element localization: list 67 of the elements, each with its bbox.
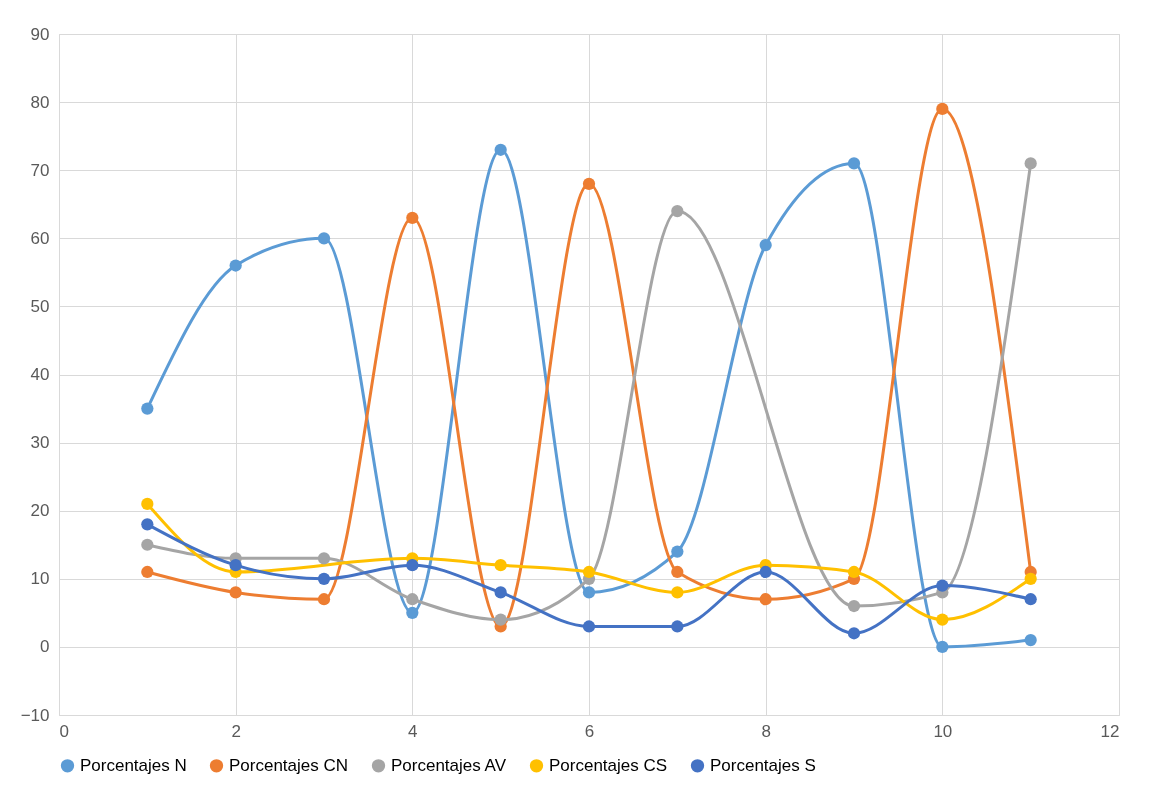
y-tick-label: 80 — [30, 92, 50, 112]
point — [317, 552, 331, 565]
point — [936, 613, 949, 626]
point — [406, 606, 419, 619]
point — [1024, 572, 1037, 585]
x-tick-label: 10 — [933, 721, 953, 741]
point — [229, 259, 242, 272]
point — [582, 565, 596, 579]
point — [671, 204, 684, 218]
point — [317, 572, 331, 585]
point — [671, 620, 684, 633]
point — [494, 143, 507, 156]
x-tick-label: 6 — [584, 721, 595, 741]
y-tick-label: 70 — [30, 160, 50, 180]
y-tick-label: 60 — [30, 228, 50, 248]
legend-label: Porcentajes S — [710, 755, 816, 775]
y-tick-label: 30 — [30, 433, 50, 453]
point — [936, 640, 949, 654]
point — [1024, 593, 1037, 606]
point — [759, 593, 772, 606]
x-tick-label: 12 — [1100, 721, 1120, 741]
y-tick-label: 90 — [30, 24, 50, 44]
point — [847, 627, 861, 640]
point — [936, 579, 949, 592]
point — [141, 518, 154, 531]
point — [582, 177, 596, 190]
point — [671, 565, 684, 579]
point — [759, 239, 772, 252]
point — [141, 402, 154, 415]
point — [759, 565, 772, 579]
x-tick-label: 0 — [59, 721, 69, 741]
point — [1024, 157, 1037, 170]
point — [1024, 633, 1037, 647]
point — [494, 586, 507, 599]
point — [229, 559, 242, 572]
point — [406, 211, 419, 224]
point — [141, 538, 154, 551]
point — [847, 599, 861, 613]
y-tick-label: 10 — [30, 569, 50, 589]
point — [406, 593, 419, 606]
point — [671, 586, 684, 599]
point — [317, 232, 331, 245]
y-tick-label: −10 — [20, 705, 50, 725]
y-tick-label: 40 — [30, 365, 50, 384]
point — [141, 497, 154, 510]
point — [847, 157, 861, 170]
point — [494, 613, 507, 626]
point — [936, 102, 949, 116]
y-tick-label: 50 — [30, 296, 50, 316]
point — [847, 565, 861, 579]
y-tick-label: 0 — [40, 637, 50, 657]
point — [317, 593, 331, 606]
point — [229, 586, 242, 599]
x-tick-label: 8 — [761, 721, 771, 741]
legend-label: Porcentajes CN — [229, 755, 349, 775]
point — [406, 559, 419, 572]
x-tick-label: 2 — [231, 721, 241, 741]
legend-label: Porcentajes CS — [549, 755, 668, 775]
y-tick-label: 20 — [30, 501, 50, 521]
legend-label: Porcentajes N — [80, 755, 187, 775]
point — [582, 620, 596, 633]
legend-label: Porcentajes AV — [391, 755, 507, 775]
point — [671, 545, 684, 558]
point — [494, 559, 507, 572]
point — [141, 565, 154, 579]
x-tick-label: 4 — [408, 721, 418, 741]
point — [582, 586, 596, 599]
